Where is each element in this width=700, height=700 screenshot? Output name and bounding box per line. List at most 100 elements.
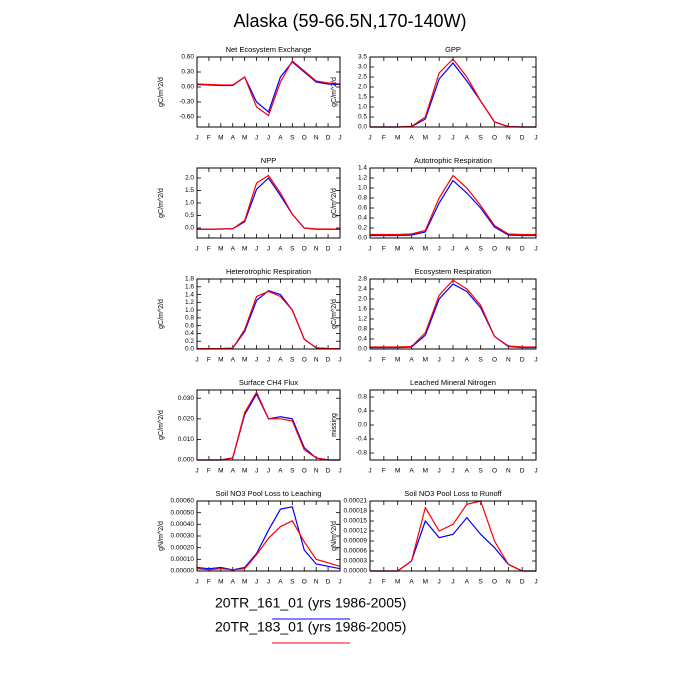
x-tick-label: A: [409, 357, 414, 364]
x-tick-label: N: [506, 357, 511, 364]
panel-title: Soil NO3 Pool Loss to Leaching: [216, 489, 322, 498]
x-tick-label: A: [465, 357, 470, 364]
x-tick-label: F: [207, 246, 211, 253]
y-tick-label: 0.00018: [344, 508, 368, 515]
y-tick-label: 2.8: [358, 276, 367, 283]
x-tick-label: J: [255, 135, 258, 142]
x-tick-label: N: [314, 468, 319, 475]
y-tick-label: 0.30: [181, 69, 194, 76]
x-tick-label: F: [382, 579, 386, 586]
y-tick-label: 1.5: [358, 94, 367, 101]
series-line: [196, 60, 341, 117]
y-tick-label: 2.0: [185, 175, 194, 182]
plot-frame: [369, 167, 537, 239]
x-tick-label: F: [207, 579, 211, 586]
x-tick-label: J: [534, 246, 537, 253]
y-tick-label: 0.00050: [171, 509, 195, 516]
x-tick-label: M: [423, 468, 428, 475]
y-tick-label: 0.0: [358, 422, 367, 429]
y-tick-label: 0.00030: [171, 533, 195, 540]
legend-label: 20TR_183_01 (yrs 1986-2005): [215, 619, 406, 635]
x-tick-label: N: [314, 357, 319, 364]
series-line: [196, 506, 341, 571]
y-tick-label: 0.00015: [344, 518, 368, 525]
x-tick-label: A: [465, 468, 470, 475]
x-tick-label: A: [409, 246, 414, 253]
x-tick-label: M: [242, 135, 247, 142]
plot-frame: [369, 389, 537, 461]
y-tick-label: 0.8: [358, 195, 367, 202]
x-tick-label: J: [451, 246, 454, 253]
series-line: [370, 174, 536, 236]
y-tick-label: -0.30: [179, 99, 194, 106]
x-tick-label: D: [520, 579, 525, 586]
x-tick-label: M: [395, 246, 400, 253]
x-tick-label: J: [438, 135, 441, 142]
x-tick-label: N: [506, 468, 511, 475]
x-tick-label: S: [478, 468, 483, 475]
x-tick-label: A: [278, 468, 283, 475]
x-tick-label: J: [267, 246, 270, 253]
x-tick-label: F: [382, 468, 386, 475]
y-tick-label: 0.030: [178, 395, 195, 402]
x-tick-label: F: [207, 357, 211, 364]
legend-label: 20TR_161_01 (yrs 1986-2005): [215, 595, 406, 611]
x-tick-label: J: [451, 468, 454, 475]
x-tick-label: O: [492, 246, 497, 253]
x-tick-label: M: [242, 246, 247, 253]
x-tick-label: J: [195, 357, 198, 364]
x-tick-label: F: [207, 135, 211, 142]
y-axis-label: gC/m^2/d: [331, 299, 338, 329]
x-tick-label: J: [255, 468, 258, 475]
y-tick-label: 0.00012: [344, 528, 368, 535]
x-tick-label: O: [302, 468, 307, 475]
y-tick-label: 0.00040: [171, 521, 195, 528]
y-tick-label: 0.00006: [344, 548, 368, 555]
y-tick-label: 1.8: [185, 276, 194, 283]
panel-title: Soil NO3 Pool Loss to Runoff: [404, 489, 502, 498]
y-tick-label: 0.0: [358, 235, 367, 242]
x-tick-label: F: [207, 468, 211, 475]
panel-title: Net Ecosystem Exchange: [226, 45, 312, 54]
y-tick-label: 1.2: [185, 299, 194, 306]
x-tick-label: M: [242, 357, 247, 364]
y-tick-label: 2.4: [358, 286, 367, 293]
x-tick-label: S: [478, 579, 483, 586]
plot-frame: [369, 56, 537, 128]
y-axis-label: gC/m^2/d: [158, 299, 165, 329]
x-tick-label: S: [290, 579, 295, 586]
x-tick-label: J: [368, 357, 371, 364]
x-tick-label: O: [302, 357, 307, 364]
y-tick-label: 0.4: [185, 330, 194, 337]
y-tick-label: 0.5: [358, 114, 367, 121]
x-tick-label: A: [409, 135, 414, 142]
x-tick-label: S: [478, 246, 483, 253]
x-tick-label: J: [338, 135, 341, 142]
y-tick-label: 1.2: [358, 175, 367, 182]
y-tick-label: 0.00009: [344, 538, 368, 545]
x-tick-label: J: [195, 579, 198, 586]
y-axis-label: gN/m^2/d: [331, 521, 338, 551]
x-tick-label: A: [231, 357, 236, 364]
plot-frame: [196, 278, 341, 350]
series-line: [370, 179, 536, 237]
x-tick-label: N: [506, 135, 511, 142]
y-tick-label: 0.2: [185, 338, 194, 345]
series-line: [196, 520, 341, 571]
plot-frame: [369, 500, 537, 572]
y-tick-label: 3.5: [358, 54, 367, 61]
x-tick-label: O: [492, 579, 497, 586]
y-tick-label: 0.6: [358, 205, 367, 212]
y-axis-label: gC/m^2/d: [331, 77, 338, 107]
x-tick-label: A: [231, 135, 236, 142]
x-tick-label: N: [506, 246, 511, 253]
x-tick-label: D: [520, 246, 525, 253]
x-tick-label: S: [290, 135, 295, 142]
y-tick-label: 2.5: [358, 74, 367, 81]
x-tick-label: M: [218, 468, 223, 475]
y-tick-label: 1.4: [185, 291, 194, 298]
y-tick-label: 0.00060: [171, 498, 195, 505]
y-axis-label: gC/m^2/d: [158, 410, 165, 440]
y-tick-label: -0.60: [179, 114, 194, 121]
